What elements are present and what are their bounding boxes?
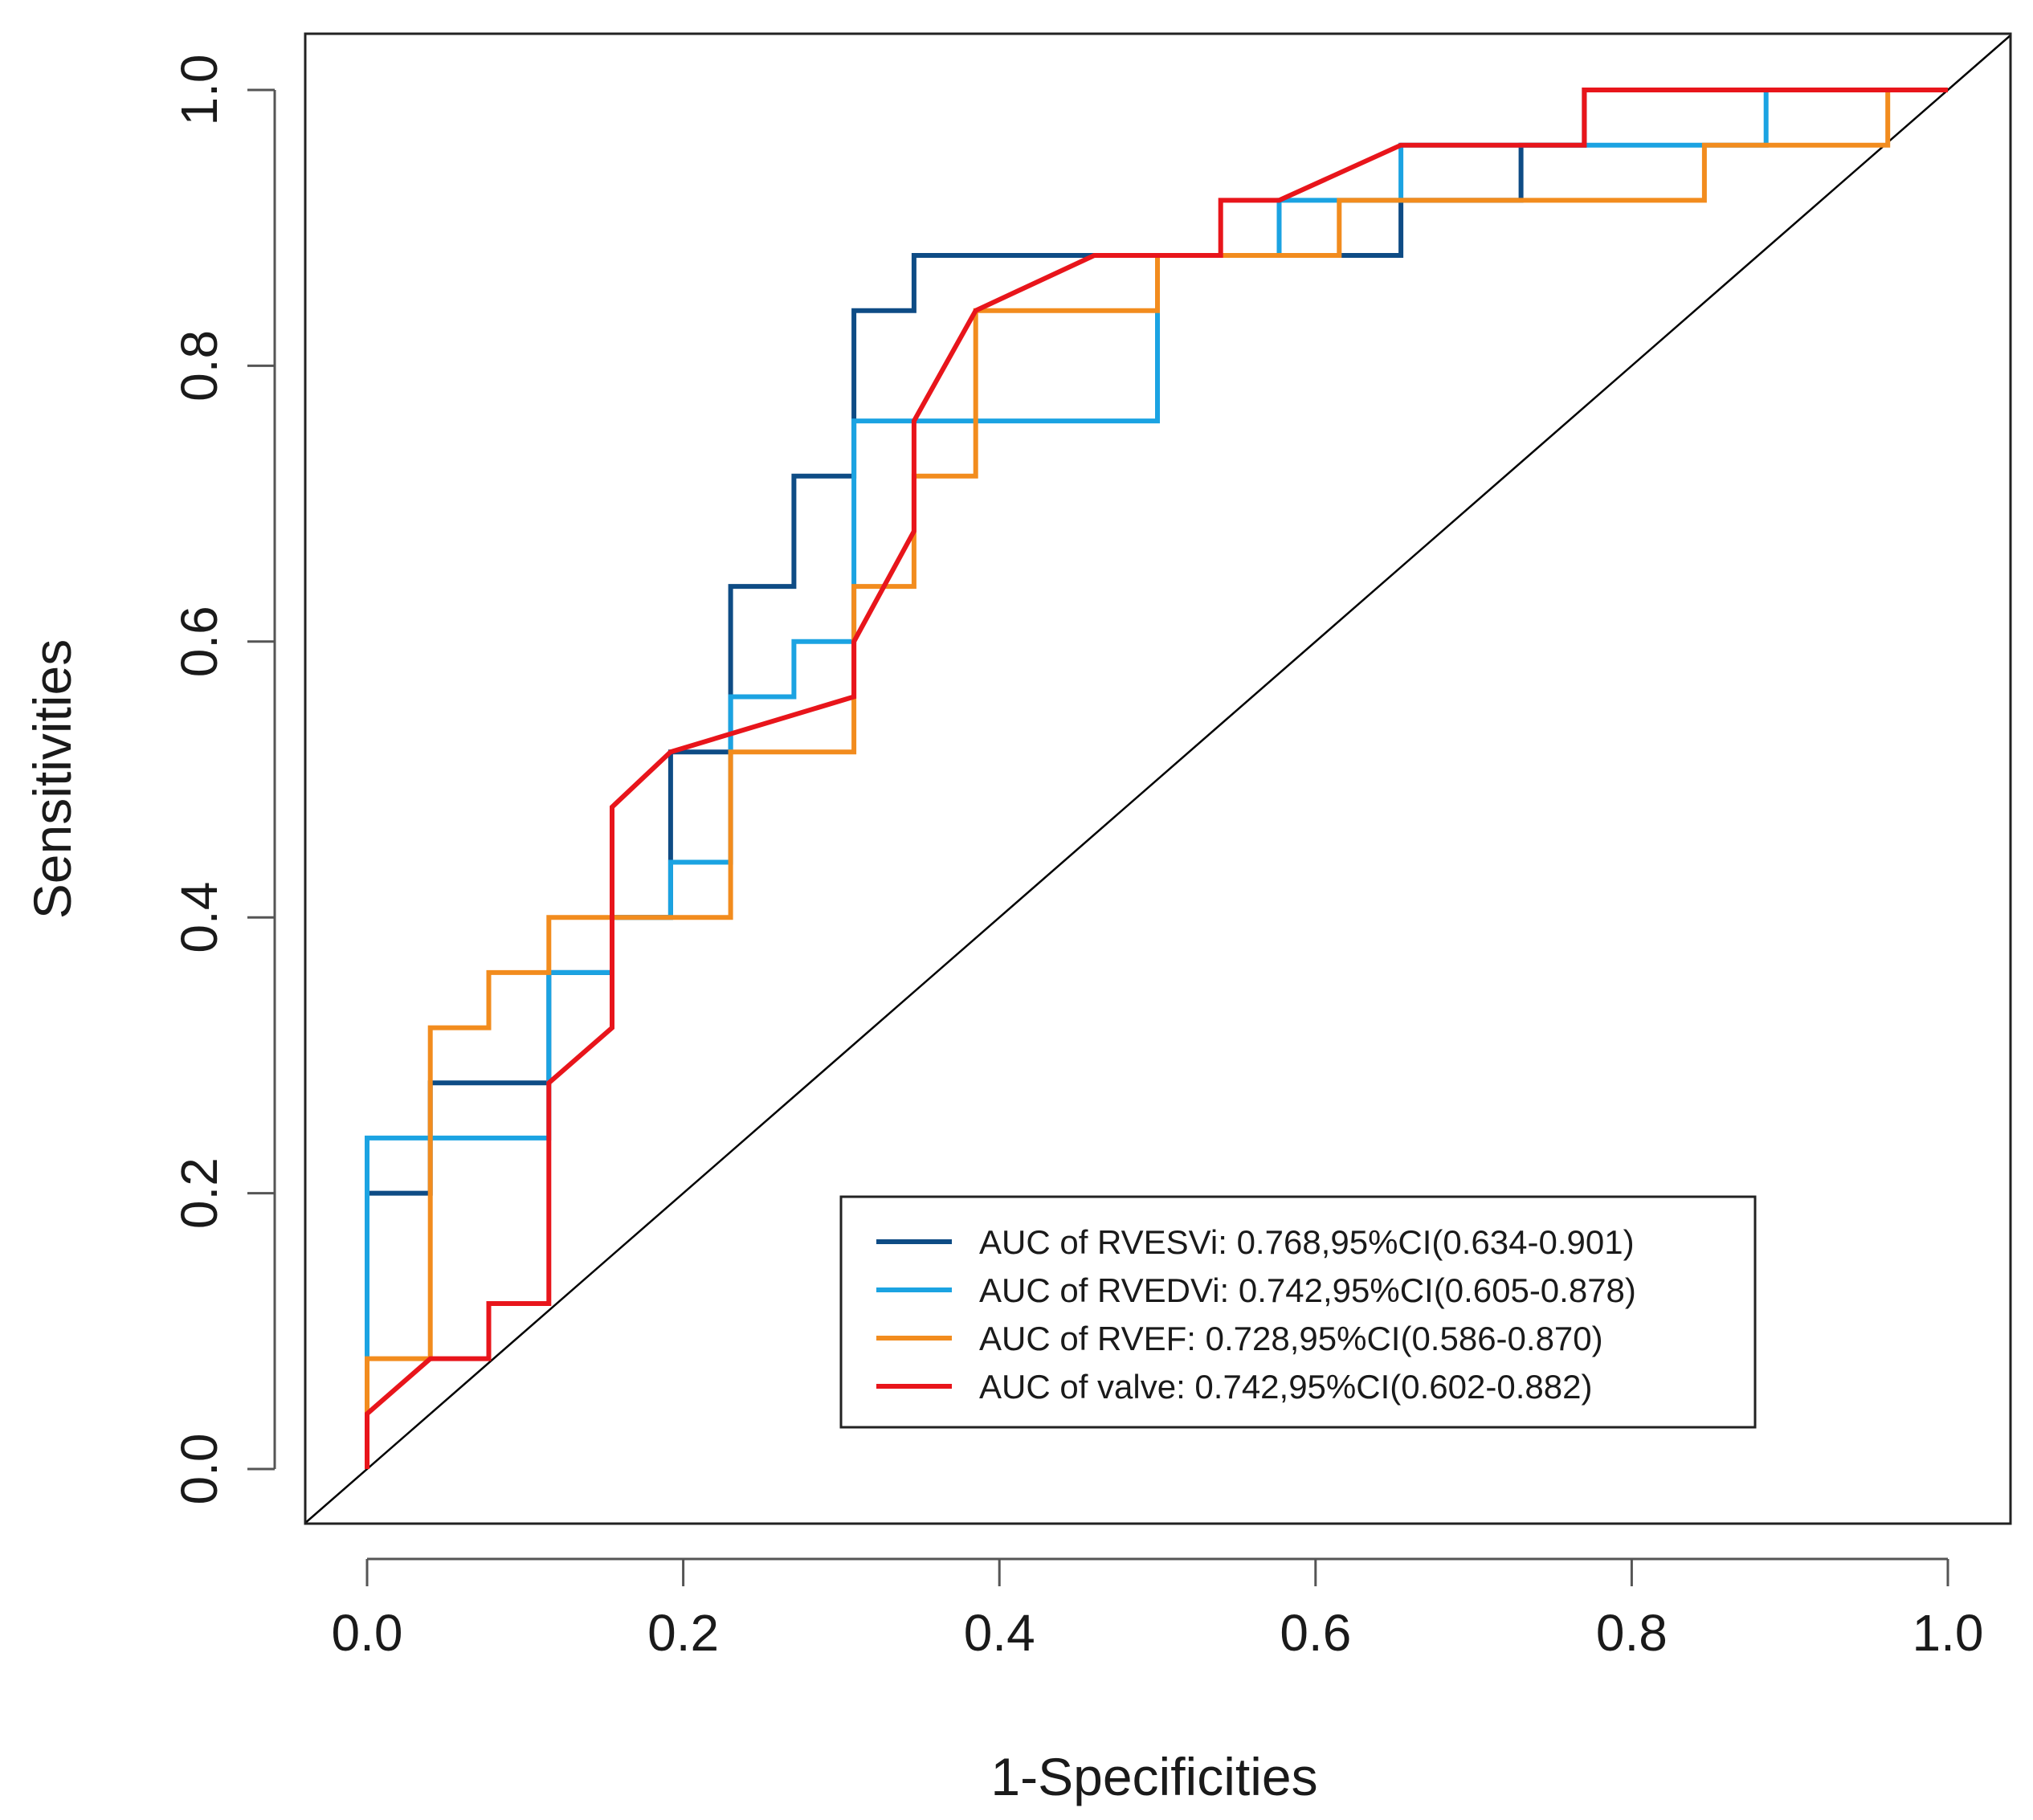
y-tick-label: 0.6 — [170, 606, 228, 677]
legend: AUC of RVESVi: 0.768,95%CI(0.634-0.901) A… — [839, 1195, 1757, 1429]
y-tick-label: 0.2 — [170, 1157, 228, 1229]
x-tick-label: 0.4 — [964, 1604, 1035, 1662]
legend-label-1: AUC of RVESVi: 0.768,95%CI(0.634-0.901) — [979, 1223, 1635, 1261]
y-axis-title: Sensitivities — [22, 639, 82, 919]
y-tick-label: 1.0 — [170, 55, 228, 126]
plot-area — [305, 34, 2011, 1524]
legend-label-3: AUC of RVEF: 0.728,95%CI(0.586-0.870) — [979, 1320, 1603, 1357]
x-tick-label: 0.0 — [332, 1604, 403, 1662]
y-tick-label: 0.0 — [170, 1434, 228, 1505]
x-tick-label: 1.0 — [1913, 1604, 1984, 1662]
legend-label-2: AUC of RVEDVi: 0.742,95%CI(0.605-0.878) — [979, 1271, 1636, 1309]
series-line-4 — [365, 88, 1948, 1469]
x-tick-label: 0.6 — [1280, 1604, 1351, 1662]
x-tick-label: 0.8 — [1596, 1604, 1668, 1662]
reference-diagonal-line — [305, 34, 2011, 1524]
plot-frame — [304, 32, 2012, 1525]
series-line-2 — [365, 88, 1948, 1359]
y-tick-label: 0.8 — [170, 330, 228, 402]
y-tick-label: 0.4 — [170, 882, 228, 953]
x-tick-label: 0.2 — [647, 1604, 719, 1662]
axes: 0.0 0.2 0.4 0.6 0.8 1.0 0.0 0.2 0.4 0.6 0.8 1.0 — [170, 32, 2012, 1662]
x-axis-title: 1-Specificities — [990, 1747, 1317, 1806]
legend-box — [839, 1195, 1757, 1429]
legend-label-4: AUC of valve: 0.742,95%CI(0.602-0.882) — [979, 1368, 1592, 1406]
